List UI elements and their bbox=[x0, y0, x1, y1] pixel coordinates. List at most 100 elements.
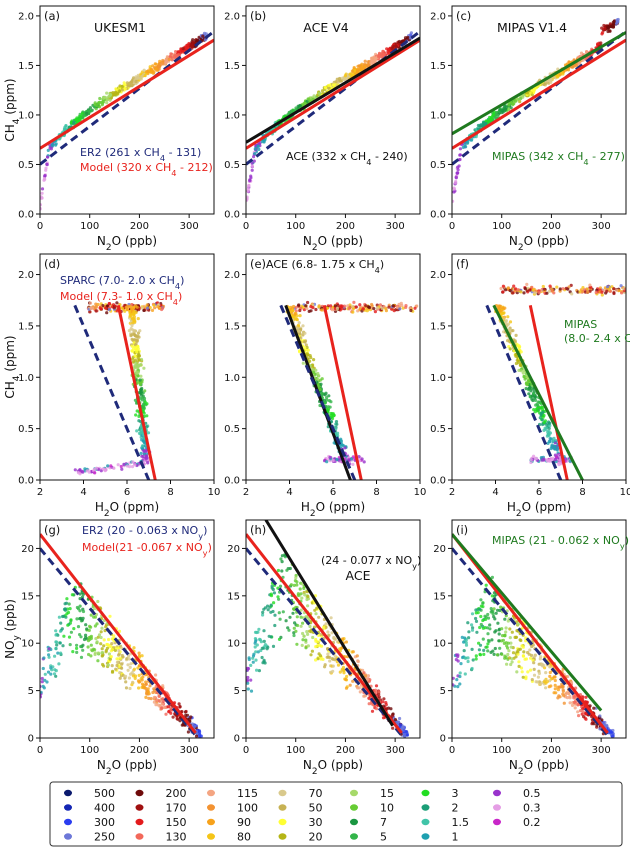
scatter-point bbox=[534, 395, 538, 399]
scatter-point bbox=[391, 304, 395, 308]
x-tick-label: 10 bbox=[208, 487, 221, 498]
scatter-point bbox=[98, 105, 102, 109]
scatter-point bbox=[55, 643, 59, 647]
scatter-point bbox=[178, 705, 182, 709]
scatter-point bbox=[547, 426, 551, 430]
scatter-point bbox=[493, 617, 497, 621]
scatter-point bbox=[532, 673, 537, 677]
scatter-point bbox=[299, 624, 303, 628]
scatter-point bbox=[169, 708, 173, 712]
scatter-point bbox=[311, 370, 315, 374]
scatter-point bbox=[498, 646, 502, 650]
scatter-point bbox=[519, 350, 523, 354]
scatter-point bbox=[502, 109, 506, 113]
scatter-points bbox=[73, 301, 166, 476]
y-tick-label: 10 bbox=[227, 639, 240, 650]
scatter-point bbox=[384, 701, 388, 705]
scatter-point bbox=[49, 672, 53, 676]
scatter-point bbox=[87, 628, 91, 633]
scatter-point bbox=[506, 619, 510, 623]
scatter-point bbox=[547, 429, 551, 433]
scatter-point bbox=[97, 633, 102, 637]
x-tick-label: 0 bbox=[243, 221, 249, 232]
scatter-point bbox=[135, 339, 139, 343]
x-tick-label: 0 bbox=[449, 221, 455, 232]
scatter-point bbox=[271, 609, 275, 614]
scatter-point bbox=[46, 670, 51, 674]
scatter-point bbox=[335, 457, 339, 461]
scatter-point bbox=[123, 83, 127, 87]
scatter-point bbox=[246, 668, 249, 672]
scatter-point bbox=[307, 97, 311, 101]
scatter-point bbox=[588, 283, 592, 287]
scatter-point bbox=[314, 307, 318, 312]
scatter-point bbox=[105, 646, 109, 650]
scatter-point bbox=[540, 418, 545, 422]
scatter-point bbox=[334, 80, 338, 84]
scatter-point bbox=[459, 662, 463, 666]
x-tick-label: 6 bbox=[536, 487, 542, 498]
scatter-point bbox=[280, 569, 284, 573]
scatter-point bbox=[161, 697, 165, 701]
scatter-point bbox=[464, 643, 469, 647]
scatter-point bbox=[288, 566, 292, 571]
scatter-point bbox=[532, 661, 536, 665]
scatter-point bbox=[62, 127, 67, 131]
scatter-point bbox=[333, 304, 337, 308]
scatter-point bbox=[403, 734, 407, 738]
scatter-point bbox=[303, 346, 307, 350]
scatter-point bbox=[280, 554, 284, 558]
scatter-point bbox=[154, 673, 158, 677]
scatter-point bbox=[160, 61, 164, 65]
scatter-point bbox=[606, 26, 611, 30]
scatter-point bbox=[555, 285, 559, 289]
scatter-point bbox=[128, 309, 132, 314]
scatter-point bbox=[269, 603, 273, 607]
scatter-point bbox=[533, 410, 537, 414]
y-tick-label: 2.0 bbox=[224, 11, 240, 22]
scatter-point bbox=[152, 303, 156, 307]
scatter-point bbox=[338, 79, 342, 83]
scatter-point bbox=[517, 361, 521, 365]
scatter-point bbox=[600, 293, 604, 297]
scatter-point bbox=[511, 329, 515, 333]
scatter-point bbox=[306, 594, 310, 599]
scatter-point bbox=[331, 669, 335, 673]
scatter-point bbox=[45, 162, 49, 166]
scatter-point bbox=[102, 644, 106, 648]
scatter-point bbox=[504, 288, 508, 292]
scatter-point bbox=[58, 629, 63, 633]
scatter-point bbox=[43, 672, 47, 676]
scatter-point bbox=[141, 454, 145, 458]
scatter-point bbox=[123, 87, 127, 91]
scatter-point bbox=[124, 674, 128, 679]
scatter-point bbox=[313, 608, 317, 612]
scatter-point bbox=[458, 682, 462, 686]
y-tick-label: 0 bbox=[234, 734, 240, 745]
scatter-point bbox=[474, 657, 478, 661]
scatter-point bbox=[148, 684, 152, 688]
scatter-point bbox=[112, 306, 116, 310]
scatter-point bbox=[537, 408, 541, 412]
scatter-point bbox=[107, 652, 111, 656]
scatter-point bbox=[93, 471, 97, 475]
scatter-point bbox=[257, 627, 261, 631]
scatter-point bbox=[68, 607, 72, 611]
scatter-point bbox=[308, 624, 312, 629]
scatter-point bbox=[482, 652, 486, 657]
scatter-point bbox=[117, 629, 122, 634]
scatter-point bbox=[362, 460, 366, 464]
scatter-point bbox=[592, 706, 596, 710]
y-tick-label: 0.5 bbox=[430, 160, 446, 171]
scatter-point bbox=[105, 101, 109, 105]
scatter-point bbox=[53, 654, 57, 658]
scatter-point bbox=[126, 83, 130, 87]
scatter-point bbox=[292, 626, 296, 630]
scatter-point bbox=[381, 700, 385, 704]
scatter-point bbox=[101, 96, 106, 100]
y-tick-label: 0.0 bbox=[430, 210, 446, 221]
scatter-point bbox=[93, 102, 97, 107]
scatter-point bbox=[52, 672, 57, 676]
scatter-point bbox=[553, 683, 557, 688]
